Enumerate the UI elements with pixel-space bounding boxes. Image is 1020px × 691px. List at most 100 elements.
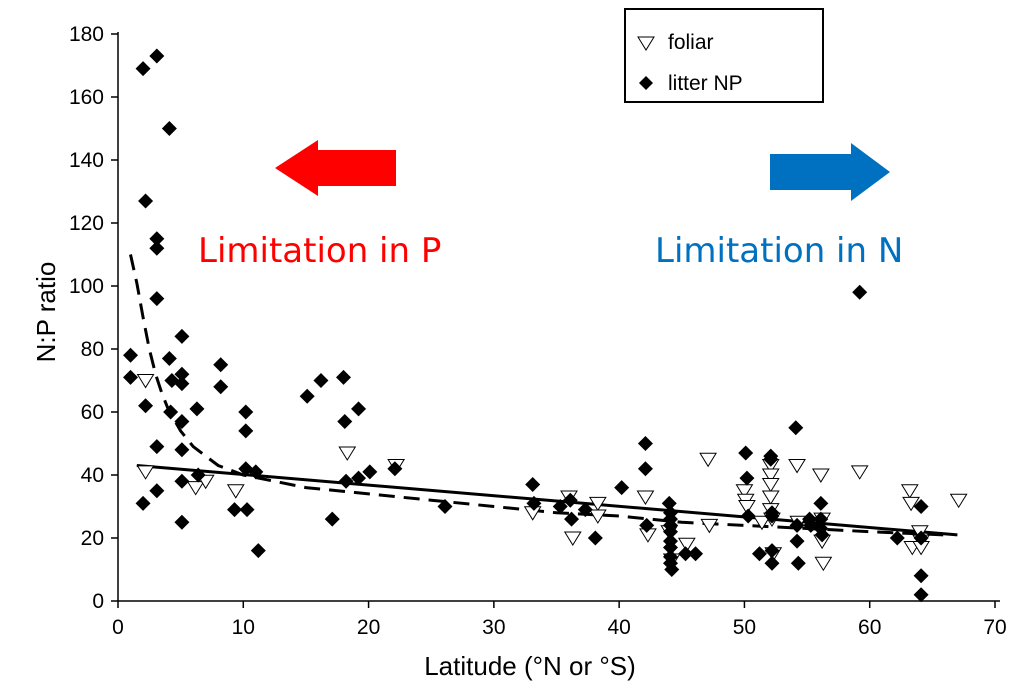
litter-np-point <box>174 473 190 489</box>
litter-np-point <box>913 568 929 584</box>
litter-np-point <box>852 284 868 300</box>
foliar-point <box>788 459 806 474</box>
y-tick-label: 140 <box>69 149 104 172</box>
foliar-point <box>738 500 756 515</box>
foliar-point <box>735 484 754 499</box>
litter-np-point <box>688 546 704 562</box>
litter-np-point <box>351 470 367 486</box>
x-ticks: 0 10 20 30 40 50 60 70 <box>112 601 1007 639</box>
foliar-point <box>753 515 771 531</box>
litter-np-point <box>562 492 578 508</box>
litter-np-point <box>135 61 151 77</box>
legend-label-foliar: foliar <box>668 31 714 54</box>
litter-np-point <box>123 347 139 363</box>
litter-np-point <box>227 502 243 518</box>
litter-np-point <box>213 357 229 373</box>
foliar-point <box>588 496 607 512</box>
litter-np-point <box>138 193 154 209</box>
litter-np-point <box>174 328 190 344</box>
foliar-point <box>186 481 205 496</box>
foliar-point <box>338 446 357 461</box>
y-tick-label: 100 <box>69 275 104 298</box>
litter-np-point <box>663 524 679 540</box>
litter-np-point <box>664 562 680 577</box>
foliar-point <box>761 490 780 506</box>
annotation-p-limitation: Limitation in P <box>198 231 441 271</box>
litter-np-point <box>913 499 929 514</box>
litter-np-point <box>637 436 653 451</box>
foliar-point <box>949 493 968 509</box>
x-tick-label: 50 <box>733 616 756 639</box>
plot-area <box>123 48 968 603</box>
litter-np-point <box>248 464 264 480</box>
litter-np-point <box>149 439 165 455</box>
litter-np-point <box>564 511 580 527</box>
litter-np-point <box>299 388 315 404</box>
y-tick-label: 80 <box>81 338 104 361</box>
litter-np-point <box>161 350 177 366</box>
litter-np-point <box>313 373 329 388</box>
x-tick-label: 0 <box>112 616 124 639</box>
litter-np-point <box>913 587 929 603</box>
right-arrow-icon <box>770 143 890 201</box>
axes <box>117 32 1000 602</box>
litter-np-point <box>577 502 593 518</box>
y-tick-label: 20 <box>81 527 104 550</box>
litter-np-point <box>764 543 780 559</box>
litter-np-point <box>663 539 679 555</box>
litter-np-point <box>149 483 165 499</box>
litter-np-point <box>163 404 179 420</box>
litter-np-point <box>238 404 254 420</box>
x-tick-label: 60 <box>858 616 881 639</box>
litter-np-point <box>387 461 403 477</box>
litter-np-point <box>764 508 780 524</box>
litter-np-point <box>123 369 139 385</box>
foliar-point <box>226 484 245 499</box>
litter-np-point <box>189 401 205 417</box>
y-tick-label: 60 <box>81 401 104 424</box>
litter-np-point <box>174 413 190 429</box>
x-tick-label: 10 <box>232 616 255 639</box>
litter-np-point <box>788 420 804 436</box>
litter-np-point <box>889 530 905 546</box>
litter-np-point <box>813 495 829 511</box>
litter-np-point <box>763 451 779 467</box>
foliar-point <box>902 496 920 512</box>
litter-np-point <box>174 442 190 458</box>
foliar-point <box>136 374 155 389</box>
litter-np-point <box>740 508 756 524</box>
litter-np-point <box>525 476 541 492</box>
y-axis-title: N:P ratio <box>31 262 61 363</box>
litter-np-point <box>813 511 829 527</box>
legend-marker-foliar <box>637 36 655 51</box>
litter-np-point <box>149 48 165 64</box>
y-tick-label: 40 <box>81 464 104 487</box>
series-litter-np <box>123 48 929 603</box>
left-arrow-icon <box>275 140 396 196</box>
annotations: Limitation in P Limitation in N <box>198 140 903 271</box>
litter-np-point <box>814 527 830 543</box>
litter-np-point <box>174 376 190 392</box>
litter-np-point <box>161 121 177 136</box>
foliar-point <box>761 468 780 483</box>
foliar-point <box>136 465 155 480</box>
litter-np-point <box>174 366 190 382</box>
x-tick-label: 30 <box>482 616 505 639</box>
x-tick-label: 20 <box>357 616 380 639</box>
foliar-point <box>811 468 830 483</box>
litter-np-point <box>661 495 677 511</box>
annotation-n-limitation: Limitation in N <box>655 231 903 271</box>
litter-np-point <box>639 517 655 533</box>
legend-box <box>624 8 824 103</box>
litter-np-point <box>526 495 542 511</box>
y-ticks: 0 20 40 60 80 100 120 140 160 180 <box>69 23 118 613</box>
litter-np-point <box>190 467 206 483</box>
legend: foliar litter NP <box>624 8 824 103</box>
litter-np-point <box>174 514 190 530</box>
litter-np-point <box>351 401 367 417</box>
y-tick-label: 160 <box>69 86 104 109</box>
litter-np-point <box>239 502 255 518</box>
litter-np-point <box>789 533 805 549</box>
foliar-point <box>636 490 655 506</box>
